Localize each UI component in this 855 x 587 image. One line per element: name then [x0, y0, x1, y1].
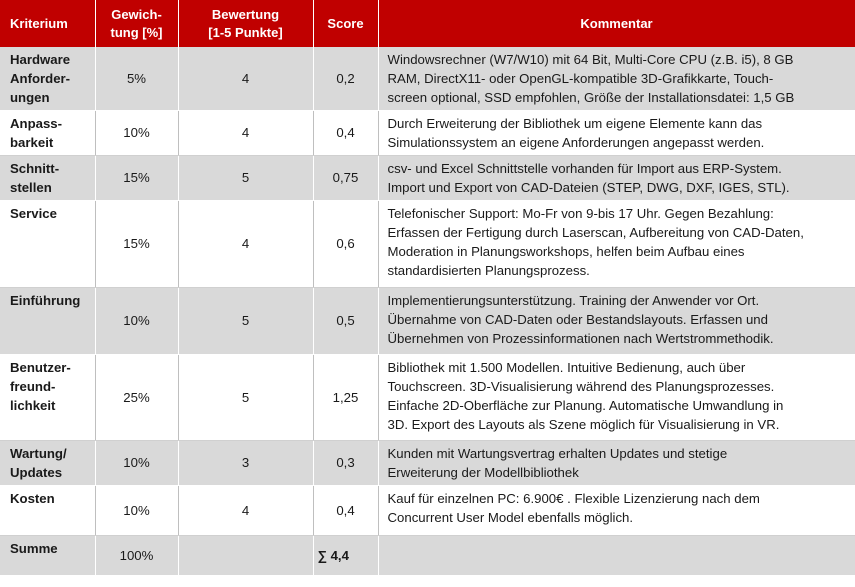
score-cell: 0,2: [313, 47, 379, 111]
rating-cell: 4: [178, 485, 314, 536]
rating-cell: 5: [178, 354, 314, 441]
score-cell: 0,75: [313, 155, 379, 201]
criterion-cell: Schnitt- stellen: [0, 155, 96, 201]
criterion-cell: Hardware Anforder- ungen: [0, 47, 96, 111]
table-row: Benutzer- freund- lichkeit 25% 5 1,25 Bi…: [0, 354, 855, 441]
header-row: Kriterium Gewich- tung [%] Bewertung [1-…: [0, 0, 855, 47]
rating-cell: [178, 535, 314, 576]
comment-cell: Kunden mit Wartungsvertrag erhalten Upda…: [378, 440, 855, 486]
table-row: Schnitt- stellen 15% 5 0,75 csv- und Exc…: [0, 155, 855, 201]
comment-cell: csv- und Excel Schnittstelle vorhanden f…: [378, 155, 855, 201]
comment-cell: [378, 535, 855, 576]
criterion-cell: Benutzer- freund- lichkeit: [0, 354, 96, 441]
header-kommentar: Kommentar: [378, 0, 855, 47]
score-cell: 0,5: [313, 287, 379, 355]
header-kriterium: Kriterium: [0, 0, 96, 47]
rating-cell: 4: [178, 200, 314, 288]
weight-cell: 10%: [95, 440, 179, 486]
table-row: Anpass- barkeit 10% 4 0,4 Durch Erweiter…: [0, 110, 855, 156]
weight-cell: 10%: [95, 485, 179, 536]
rating-cell: 4: [178, 110, 314, 156]
rating-cell: 5: [178, 287, 314, 355]
score-cell: 0,4: [313, 110, 379, 156]
sum-row: Summe 100% ∑ 4,4: [0, 535, 855, 576]
weight-cell: 10%: [95, 287, 179, 355]
weight-cell: 5%: [95, 47, 179, 111]
table-row: Wartung/ Updates 10% 3 0,3 Kunden mit Wa…: [0, 440, 855, 486]
score-cell: 0,3: [313, 440, 379, 486]
table-row: Hardware Anforder- ungen 5% 4 0,2 Window…: [0, 47, 855, 111]
rating-cell: 3: [178, 440, 314, 486]
weight-cell: 10%: [95, 110, 179, 156]
comment-cell: Kauf für einzelnen PC: 6.900€ . Flexible…: [378, 485, 855, 536]
table-row: Einführung 10% 5 0,5 Implementierungsunt…: [0, 287, 855, 355]
criterion-cell: Wartung/ Updates: [0, 440, 96, 486]
comment-cell: Bibliothek mit 1.500 Modellen. Intuitive…: [378, 354, 855, 441]
total-score-cell: ∑ 4,4: [313, 535, 379, 576]
weight-cell: 25%: [95, 354, 179, 441]
comment-cell: Durch Erweiterung der Bibliothek um eige…: [378, 110, 855, 156]
header-bewertung: Bewertung [1-5 Punkte]: [178, 0, 314, 47]
criterion-cell: Anpass- barkeit: [0, 110, 96, 156]
table-row: Kosten 10% 4 0,4 Kauf für einzelnen PC: …: [0, 485, 855, 536]
table-row: Service 15% 4 0,6 Telefonischer Support:…: [0, 200, 855, 288]
score-cell: 0,4: [313, 485, 379, 536]
header-score: Score: [313, 0, 379, 47]
comment-cell: Windowsrechner (W7/W10) mit 64 Bit, Mult…: [378, 47, 855, 111]
weight-cell: 15%: [95, 155, 179, 201]
rating-cell: 5: [178, 155, 314, 201]
criterion-cell: Summe: [0, 535, 96, 576]
comment-cell: Telefonischer Support: Mo-Fr von 9-bis 1…: [378, 200, 855, 288]
criterion-cell: Kosten: [0, 485, 96, 536]
criterion-cell: Service: [0, 200, 96, 288]
header-gewichtung: Gewich- tung [%]: [95, 0, 179, 47]
rating-cell: 4: [178, 47, 314, 111]
score-cell: 0,6: [313, 200, 379, 288]
weight-cell: 100%: [95, 535, 179, 576]
comment-cell: Implementierungsunterstützung. Training …: [378, 287, 855, 355]
score-cell: 1,25: [313, 354, 379, 441]
weight-cell: 15%: [95, 200, 179, 288]
criterion-cell: Einführung: [0, 287, 96, 355]
